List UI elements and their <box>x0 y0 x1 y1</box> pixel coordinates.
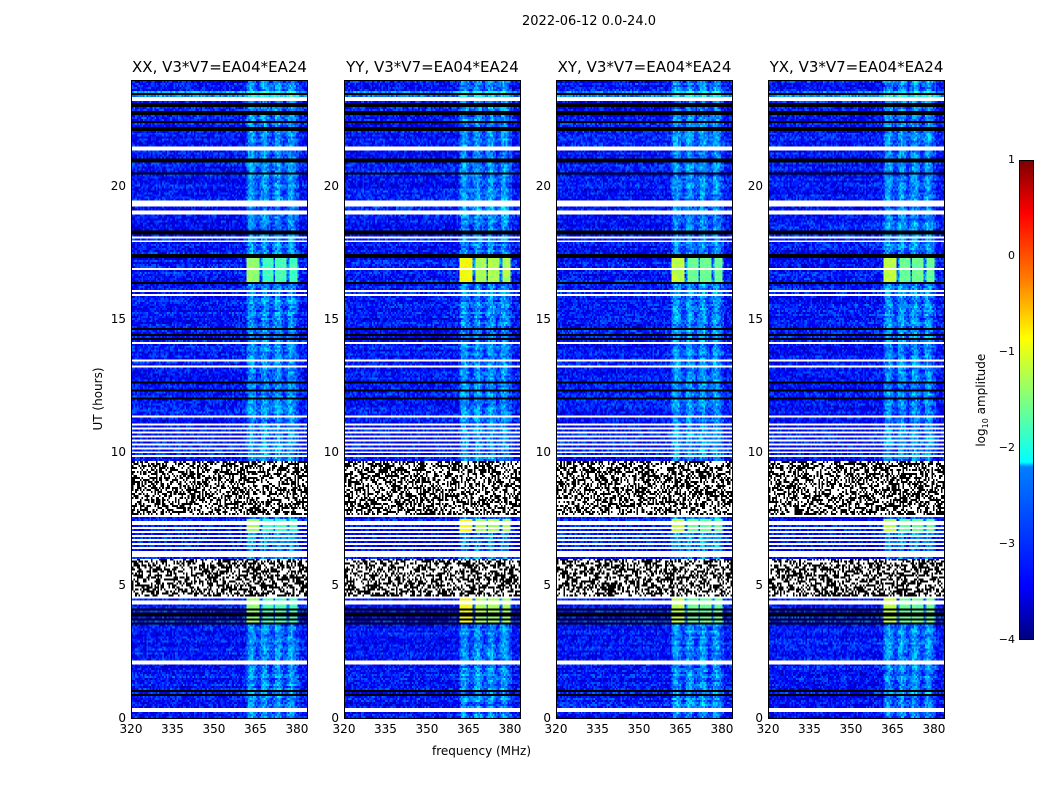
y-tick-label: 0 <box>331 711 339 725</box>
x-tick-label: 350 <box>627 722 651 736</box>
y-tick-label: 15 <box>110 311 126 326</box>
panel-title: YY, V3*V7=EA04*EA24 <box>346 58 519 76</box>
colorbar <box>1019 160 1034 640</box>
panel-title: XX, V3*V7=EA04*EA24 <box>132 58 307 76</box>
y-tick-label: 5 <box>543 577 551 592</box>
spectrogram-heatmap <box>132 81 307 718</box>
y-tick-label: 10 <box>535 444 551 459</box>
spectrogram-panel <box>344 80 521 719</box>
panel-title: YX, V3*V7=EA04*EA24 <box>769 58 944 76</box>
spectrogram-panel <box>131 80 308 719</box>
x-tick-label: 335 <box>374 722 397 736</box>
spectrogram-heatmap <box>557 81 732 718</box>
x-tick-label: 335 <box>586 722 609 736</box>
y-tick-label: 20 <box>535 178 551 193</box>
figure-title: 2022-06-12 0.0-24.0 <box>522 14 656 29</box>
colorbar-tick-label: −1 <box>998 345 1015 358</box>
y-tick-label: 15 <box>323 311 339 326</box>
x-tick-label: 320 <box>756 722 780 736</box>
colorbar-tick-label: 0 <box>1008 249 1015 262</box>
colorbar-label-main: log <box>973 428 988 447</box>
spectrogram-heatmap <box>769 81 944 718</box>
x-tick-label: 350 <box>415 722 439 736</box>
spectrogram-panel <box>768 80 945 719</box>
x-tick-label: 380 <box>710 722 734 736</box>
y-tick-label: 0 <box>755 711 763 725</box>
x-tick-label: 320 <box>119 722 143 736</box>
colorbar-label: log10 amplitude <box>974 350 990 450</box>
colorbar-tick-label: −3 <box>998 537 1015 550</box>
y-tick-label: 10 <box>110 444 126 459</box>
y-tick-label: 0 <box>118 711 126 725</box>
spectrogram-heatmap <box>345 81 520 718</box>
colorbar-tick-label: 1 <box>1008 153 1015 166</box>
panel-title: XY, V3*V7=EA04*EA24 <box>557 58 732 76</box>
y-tick-label: 10 <box>747 444 763 459</box>
x-tick-label: 320 <box>544 722 568 736</box>
y-tick-label: 5 <box>331 577 339 592</box>
x-tick-label: 380 <box>285 722 309 736</box>
y-tick-label: 20 <box>110 178 126 193</box>
y-tick-label: 20 <box>323 178 339 193</box>
x-axis-label: frequency (MHz) <box>432 744 532 758</box>
y-tick-label: 15 <box>747 311 763 326</box>
x-tick-label: 380 <box>922 722 946 736</box>
colorbar-label-rest: amplitude <box>973 353 988 419</box>
y-tick-label: 0 <box>543 711 551 725</box>
y-axis-label: UT (hours) <box>91 367 105 431</box>
x-tick-label: 365 <box>244 722 267 736</box>
colorbar-tick-label: −2 <box>998 441 1015 454</box>
spectrogram-panel <box>556 80 733 719</box>
x-tick-label: 350 <box>839 722 863 736</box>
y-tick-label: 20 <box>747 178 763 193</box>
x-tick-label: 335 <box>798 722 821 736</box>
x-tick-label: 320 <box>332 722 356 736</box>
y-tick-label: 5 <box>755 577 763 592</box>
x-tick-label: 365 <box>669 722 692 736</box>
colorbar-label-sub: 10 <box>981 418 991 429</box>
x-tick-label: 365 <box>457 722 480 736</box>
colorbar-tick-label: −4 <box>998 633 1015 646</box>
y-tick-label: 5 <box>118 577 126 592</box>
x-tick-label: 380 <box>498 722 522 736</box>
x-tick-label: 365 <box>881 722 904 736</box>
x-tick-label: 335 <box>161 722 184 736</box>
y-tick-label: 15 <box>535 311 551 326</box>
y-tick-label: 10 <box>323 444 339 459</box>
x-tick-label: 350 <box>202 722 226 736</box>
